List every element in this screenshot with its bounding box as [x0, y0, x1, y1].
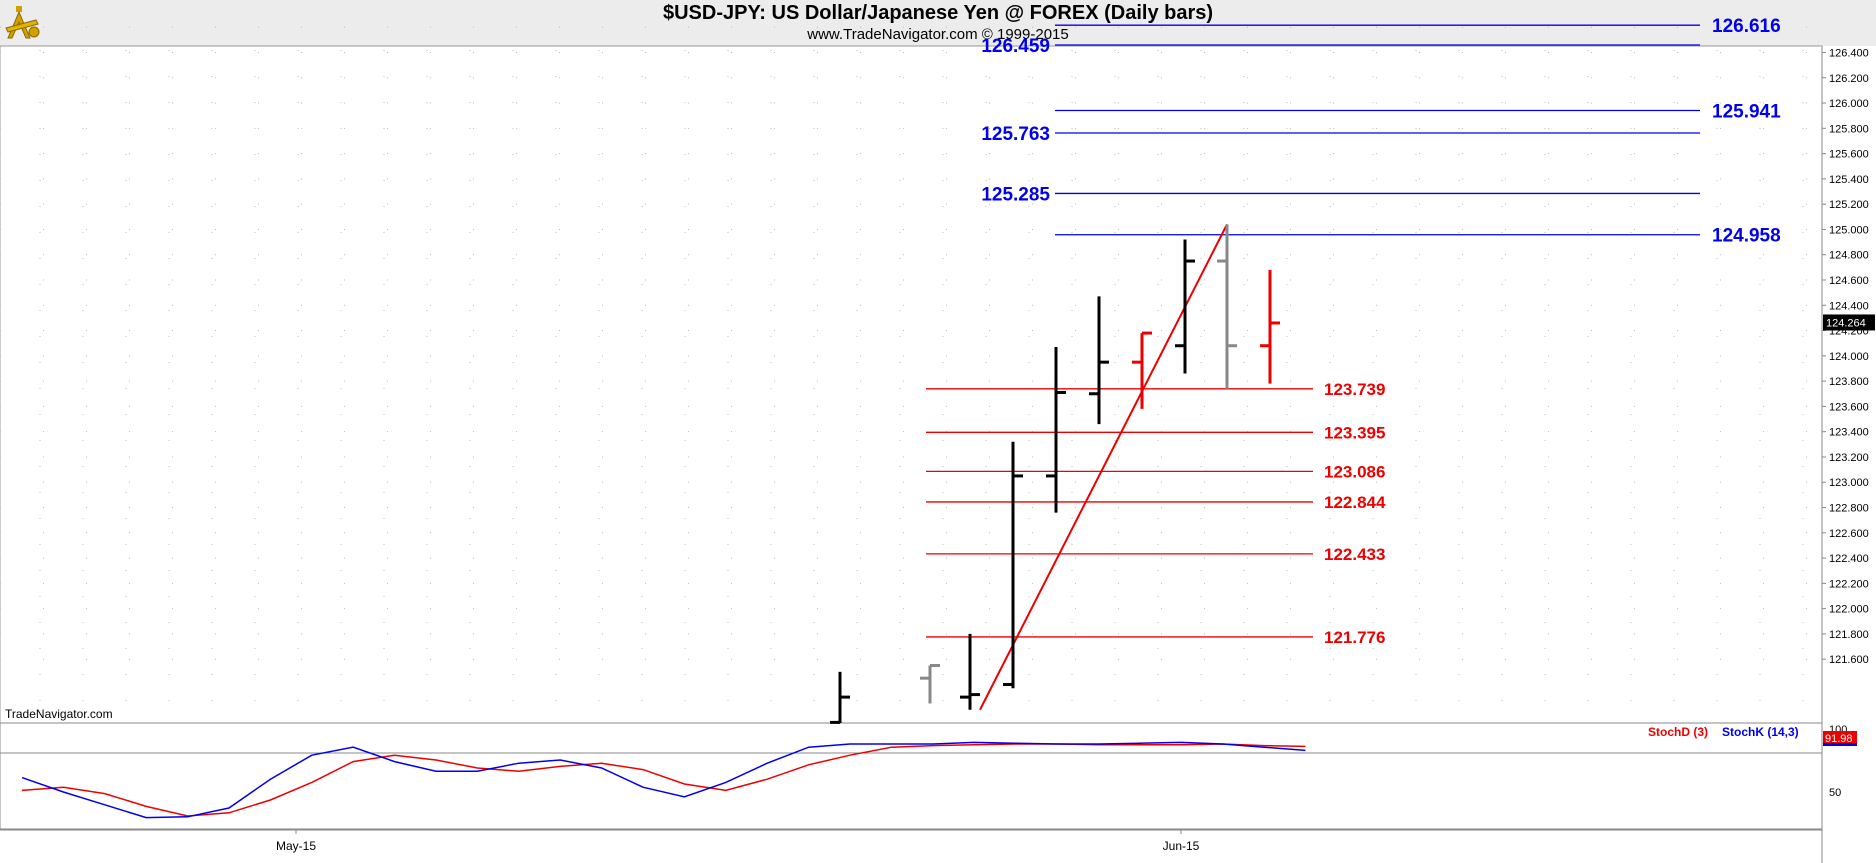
- price-panel-frame: [0, 45, 1823, 724]
- stochastic-value-tag-stripe: [1823, 743, 1857, 746]
- stochastic-d-legend: StochD (3): [1648, 725, 1708, 739]
- price-axis-label: 125.000: [1829, 224, 1869, 236]
- support-label: 122.433: [1324, 545, 1385, 564]
- stochastic-axis-label: 50: [1829, 787, 1841, 799]
- stochastic-panel-frame: [0, 722, 1823, 831]
- price-axis-label: 125.200: [1829, 199, 1869, 211]
- resistance-label: 125.941: [1712, 101, 1781, 122]
- price-axis-label: 123.600: [1829, 401, 1869, 413]
- tradenavigator-logo-icon: [5, 6, 40, 39]
- price-axis-label: 122.400: [1829, 553, 1869, 565]
- support-label: 123.739: [1324, 380, 1385, 399]
- price-axis-label: 126.000: [1829, 98, 1869, 110]
- resistance-label: 126.616: [1712, 16, 1781, 37]
- price-axis-label: 125.600: [1829, 149, 1869, 161]
- price-axis-label: 126.400: [1829, 47, 1869, 59]
- price-axis-label: 123.200: [1829, 452, 1869, 464]
- price-axis-label: 123.000: [1829, 477, 1869, 489]
- price-axis-label: 124.000: [1829, 351, 1869, 363]
- price-axis-label: 123.800: [1829, 376, 1869, 388]
- chart-header: [0, 0, 1876, 46]
- stochastic-k-legend: StochK (14,3): [1722, 725, 1799, 739]
- chart-subtitle: www.TradeNavigator.com © 1999-2015: [807, 26, 1069, 43]
- price-axis-label: 123.400: [1829, 427, 1869, 439]
- resistance-label: 124.958: [1712, 226, 1781, 247]
- price-axis-label: 124.400: [1829, 300, 1869, 312]
- price-axis-label: 124.800: [1829, 250, 1869, 262]
- last-price-label: 124.264: [1826, 317, 1866, 329]
- stochastic-value-label: 91.98: [1825, 733, 1853, 745]
- chart-title: $USD-JPY: US Dollar/Japanese Yen @ FOREX…: [662, 2, 1214, 24]
- price-axis-label: 122.800: [1829, 503, 1869, 515]
- support-label: 123.395: [1324, 423, 1385, 442]
- price-axis-label: 121.800: [1829, 629, 1869, 641]
- watermark: TradeNavigator.com: [5, 707, 113, 721]
- price-axis-label: 122.000: [1829, 604, 1869, 616]
- price-axis-label: 126.200: [1829, 73, 1869, 85]
- last-price-tag: [1823, 314, 1875, 331]
- resistance-label: 125.285: [981, 184, 1050, 205]
- price-axis-label: 125.400: [1829, 174, 1869, 186]
- resistance-label: 125.763: [981, 124, 1050, 145]
- date-axis-label: Jun-15: [1163, 839, 1200, 853]
- support-label: 122.844: [1324, 493, 1386, 512]
- price-axis-label: 122.600: [1829, 528, 1869, 540]
- resistance-label: 126.459: [981, 36, 1050, 57]
- date-axis-label: May-15: [276, 839, 316, 853]
- price-axis-label: 125.800: [1829, 123, 1869, 135]
- stochastic-k-line: [21, 741, 1306, 819]
- stochastic-value-tag: [1823, 731, 1857, 746]
- price-axis-label: 124.600: [1829, 275, 1869, 287]
- price-axis-label: 121.600: [1829, 654, 1869, 666]
- support-label: 123.086: [1324, 462, 1385, 481]
- stochastic-d-line: [21, 743, 1306, 817]
- price-axis-label: 122.200: [1829, 578, 1869, 590]
- support-label: 121.776: [1324, 628, 1385, 647]
